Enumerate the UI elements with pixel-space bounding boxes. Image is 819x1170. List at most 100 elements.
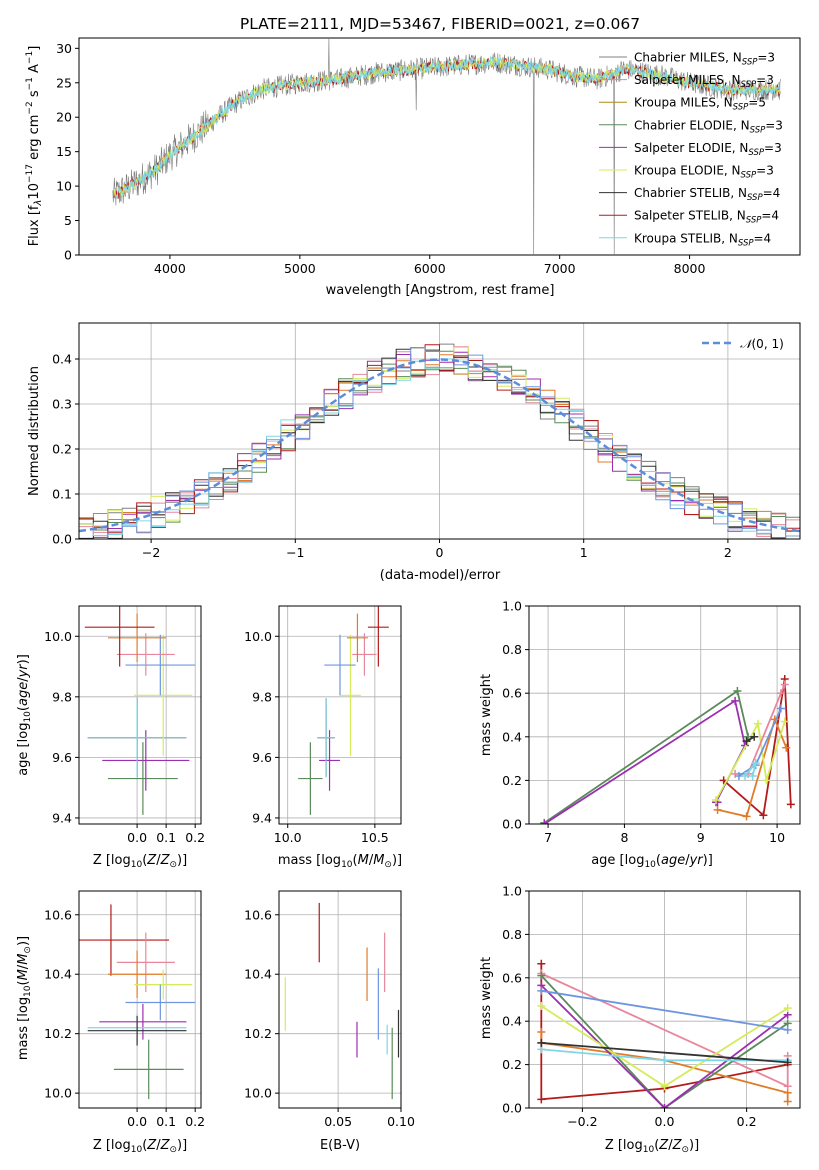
normal-curve [78, 358, 801, 533]
legend-label: Chabrier MILES, NSSP=3 [634, 51, 775, 68]
x-tick-label: 6000 [414, 261, 446, 276]
residual-ylabel: Normed distribution [27, 366, 42, 496]
plot-area [279, 606, 401, 824]
x-tick-label: 9 [697, 830, 705, 845]
weight-marker [742, 737, 751, 746]
age-vs-metallicity-panel: 0.0 0.1 0.2 9.4 9.6 9.8 10.0 [44, 605, 205, 845]
spectrum-title: PLATE=2111, MJD=53467, FIBERID=0021, z=0… [240, 15, 640, 33]
y-tick-label: 0.0 [52, 532, 72, 547]
mass-ylabel: mass [log10(M/M⊙)] [16, 936, 33, 1060]
weight-marker [748, 772, 757, 781]
y-tick-label: 0.3 [52, 397, 72, 412]
y-tick-label: 0 [64, 248, 72, 263]
weight-line-kroupa_elodie [715, 720, 786, 801]
legend-count: =4 [761, 209, 779, 223]
weight-marker [750, 732, 759, 741]
legend-label: Chabrier STELIB, NSSP=4 [634, 186, 780, 203]
weight-marker [783, 1097, 792, 1106]
weight-marker [783, 1082, 792, 1091]
errorbar-point [116, 633, 175, 676]
weight-marker [660, 1082, 669, 1091]
residual-xlabel: (data-model)/error [380, 568, 501, 583]
errorbar-point [317, 698, 335, 778]
legend-count: =3 [756, 164, 774, 178]
y-tick-label: 0.8 [502, 642, 522, 657]
legend-count: =3 [765, 118, 783, 132]
x-tick-label: 0.1 [156, 1114, 176, 1129]
weight-metallicity-ylabel: mass weight [479, 957, 494, 1039]
plot-area [529, 606, 800, 824]
normal-legend-label: 𝒩(0, 1) [740, 337, 784, 351]
x-tick-label: 4000 [154, 261, 186, 276]
legend-label: Kroupa ELODIE, NSSP=3 [634, 164, 774, 181]
x-tick-label: 1 [580, 545, 588, 560]
y-tick-label: 9.6 [252, 750, 272, 765]
axes-frame [528, 605, 801, 825]
errorbar-point [108, 950, 167, 999]
weight-marker [783, 1025, 792, 1034]
weight-line-salpeter_elodie [543, 699, 746, 824]
y-tick-label: 20 [56, 110, 72, 125]
plot-area [79, 891, 201, 1108]
y-tick-label: 0.1 [52, 487, 72, 502]
y-tick-label: 30 [56, 41, 72, 56]
y-tick-label: 9.8 [52, 689, 72, 704]
y-tick-label: 1.0 [502, 599, 522, 614]
y-tick-label: 10.4 [44, 967, 72, 982]
y-tick-label: 0.6 [502, 686, 522, 701]
weight-marker [741, 772, 750, 781]
y-tick-label: 10.0 [244, 1086, 272, 1101]
weight-marker [783, 1004, 792, 1013]
weight-marker [782, 743, 791, 752]
weight-marker [713, 805, 722, 814]
residual-plot-area [78, 323, 801, 540]
axes-frame [278, 890, 402, 1109]
x-tick-label: 8000 [674, 261, 706, 276]
spectrum-ylabel: Flux [fλ10−17 erg cm−2 s−1 A−1] [25, 46, 44, 247]
y-tick-label: 9.4 [252, 810, 272, 825]
weight-age-ylabel: mass weight [479, 674, 494, 756]
legend-count: =4 [754, 231, 772, 245]
errorbar-point [340, 634, 361, 756]
y-tick-label: 10.4 [244, 967, 272, 982]
axes-frame [78, 890, 202, 1109]
legend-label: Chabrier ELODIE, NSSP=3 [634, 118, 783, 135]
weight-marker [537, 1002, 546, 1011]
x-tick-label: 0.2 [185, 830, 205, 845]
y-tick-label: 0.4 [502, 1014, 522, 1029]
x-tick-label: 8 [620, 830, 628, 845]
x-tick-label: −2 [142, 545, 160, 560]
legend-count: =3 [764, 141, 782, 155]
errorbar-point [125, 984, 196, 1021]
x-tick-label: 10.5 [361, 830, 389, 845]
x-tick-label: 10 [769, 830, 785, 845]
x-tick-label: −0.2 [567, 1114, 597, 1129]
errorbar-point [116, 932, 175, 993]
x-tick-label: 2 [724, 545, 732, 560]
y-tick-label: 0.4 [502, 729, 522, 744]
weight-age-xlabel: age [log10(age/yr)] [591, 853, 713, 870]
y-tick-label: 15 [56, 144, 72, 159]
age-ylabel: age [log10(age/yr)] [16, 654, 33, 776]
errorbar-point [134, 969, 193, 1000]
x-tick-label: 5000 [284, 261, 316, 276]
errorbar-point [113, 1039, 184, 1100]
legend-subscript: SSP [738, 238, 754, 248]
spectrum-xlabel: wavelength [Angstrom, rest frame] [326, 283, 555, 298]
x-tick-label: 0.2 [737, 1114, 757, 1129]
x-tick-label: −1 [286, 545, 304, 560]
weight-line-blue [541, 989, 788, 1031]
weight-marker [712, 796, 721, 805]
errorbar-point [108, 742, 178, 815]
weight-vs-age-panel: 7 8 9 10 0.0 0.2 0.4 0.6 0.8 1.0 [502, 599, 801, 845]
axes-frame [278, 605, 402, 825]
y-tick-label: 10 [56, 179, 72, 194]
age-metallicity-xlabel: Z [log10(Z/Z⊙)] [93, 853, 187, 870]
x-tick-label: 7 [544, 830, 552, 845]
errorbar-point [319, 730, 340, 791]
extinction-xlabel: E(B-V) [320, 1138, 360, 1153]
mass-vs-extinction-panel: 0.05 0.10 10.0 10.2 10.4 10.6 [244, 890, 415, 1129]
y-tick-label: 9.8 [252, 689, 272, 704]
weight-metallicity-xlabel: Z [log10(Z/Z⊙)] [605, 1138, 699, 1155]
